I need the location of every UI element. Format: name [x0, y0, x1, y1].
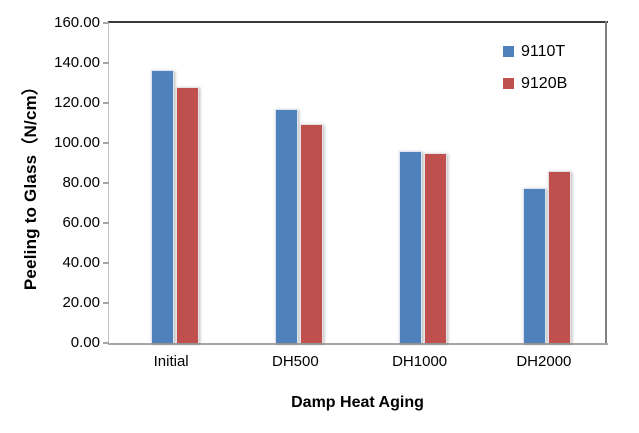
y-tick-label: 100.00: [54, 134, 100, 151]
y-tick-label: 40.00: [62, 254, 100, 271]
bar-9120B-DH500: [300, 124, 323, 343]
y-tick-label: 140.00: [54, 54, 100, 71]
plot-border-right: [605, 21, 607, 345]
bar-9110T-DH2000: [523, 188, 546, 343]
plot-border-top: [108, 21, 608, 23]
y-tick-label: 20.00: [62, 294, 100, 311]
y-tick-label: 60.00: [62, 214, 100, 231]
x-axis-title: Damp Heat Aging: [291, 394, 424, 411]
legend-swatch-icon: [503, 46, 514, 57]
legend-item-9120B: 9120B: [503, 75, 567, 92]
y-tick-mark: [103, 22, 109, 24]
y-tick-mark: [103, 302, 109, 304]
bar-9110T-DH1000: [399, 151, 422, 343]
y-tick-label: 0.00: [70, 334, 100, 351]
legend-swatch-icon: [503, 78, 514, 89]
y-tick-mark: [103, 222, 109, 224]
bar-9110T-DH500: [275, 109, 298, 343]
y-tick-label: 80.00: [62, 174, 100, 191]
y-tick-mark: [103, 142, 109, 144]
x-tick-label-DH500: DH500: [272, 353, 319, 370]
legend: 9110T 9120B: [503, 43, 567, 107]
y-tick-mark: [103, 102, 109, 104]
y-tick-mark: [103, 62, 109, 64]
x-tick-label-DH2000: DH2000: [516, 353, 572, 370]
bar-9120B-Initial: [176, 87, 199, 343]
legend-label: 9110T: [521, 43, 566, 60]
y-tick-label: 120.00: [54, 94, 100, 111]
x-tick-label-Initial: Initial: [153, 353, 189, 370]
y-tick-mark: [103, 182, 109, 184]
plot-area: [109, 23, 606, 343]
bar-9120B-DH1000: [424, 153, 447, 343]
x-axis-labels: Initial DH500 DH1000 DH2000: [109, 353, 606, 373]
legend-item-9110T: 9110T: [503, 43, 567, 60]
x-tick-label-DH1000: DH1000: [392, 353, 448, 370]
y-tick-mark: [103, 262, 109, 264]
y-tick-label: 160.00: [54, 14, 100, 31]
legend-label: 9120B: [521, 75, 568, 92]
bar-9110T-Initial: [151, 70, 174, 343]
x-axis-line: [108, 343, 608, 345]
y-tick-mark: [103, 342, 109, 344]
bar-9120B-DH2000: [548, 171, 571, 343]
